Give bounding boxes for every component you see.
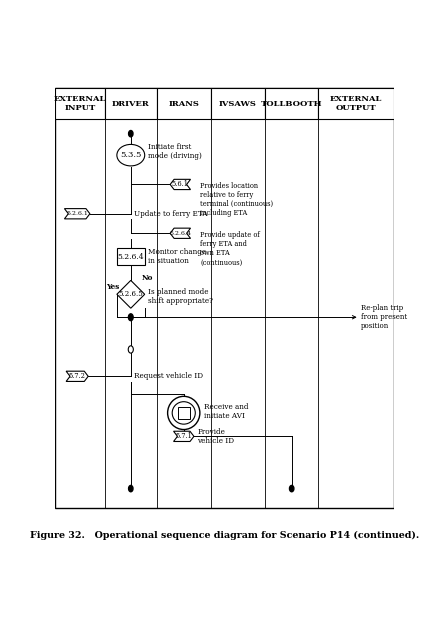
Bar	[318, 88, 394, 119]
Text: 5.7.2: 5.7.2	[69, 372, 85, 380]
Text: IVSAWS: IVSAWS	[219, 100, 257, 108]
Text: 5.2.6.5: 5.2.6.5	[118, 290, 143, 298]
Polygon shape	[66, 371, 88, 382]
Text: 5.2.6.4: 5.2.6.4	[117, 253, 144, 261]
Circle shape	[290, 486, 294, 492]
Bar	[265, 88, 318, 119]
Circle shape	[129, 131, 133, 137]
Text: 5.2.6.4: 5.2.6.4	[170, 231, 191, 236]
Text: Provide
vehicle ID: Provide vehicle ID	[197, 428, 234, 445]
Text: 5.7.1: 5.7.1	[175, 432, 192, 441]
Text: EXTERNAL
OUTPUT: EXTERNAL OUTPUT	[330, 95, 382, 112]
Ellipse shape	[172, 402, 195, 424]
Text: Figure 32.   Operational sequence diagram for Scenario P14 (continued).: Figure 32. Operational sequence diagram …	[30, 531, 419, 540]
Circle shape	[128, 346, 133, 353]
Polygon shape	[173, 431, 194, 441]
Circle shape	[129, 486, 133, 492]
Text: No: No	[141, 274, 153, 281]
Text: TOLLBOOTH: TOLLBOOTH	[261, 100, 322, 108]
Text: Update to ferry ETA: Update to ferry ETA	[134, 210, 207, 217]
Polygon shape	[64, 209, 90, 219]
Text: 5.2.6.1: 5.2.6.1	[66, 211, 88, 216]
Polygon shape	[117, 280, 145, 308]
Text: EXTERNAL
INPUT: EXTERNAL INPUT	[54, 95, 106, 112]
Ellipse shape	[117, 145, 145, 166]
Bar	[105, 88, 156, 119]
Text: Yes: Yes	[106, 283, 120, 291]
Ellipse shape	[168, 396, 200, 429]
Polygon shape	[170, 179, 191, 190]
Text: Receive and
initiate AVI: Receive and initiate AVI	[204, 403, 249, 420]
Bar	[117, 249, 145, 265]
Bar	[55, 88, 105, 119]
Text: Request vehicle ID: Request vehicle ID	[134, 372, 202, 380]
Text: Is planned mode
shift appropriate?: Is planned mode shift appropriate?	[148, 288, 213, 306]
Bar	[156, 88, 211, 119]
Text: 5.6.1: 5.6.1	[172, 181, 189, 188]
Text: IRANS: IRANS	[168, 100, 199, 108]
Text: DRIVER: DRIVER	[112, 100, 150, 108]
Bar	[55, 88, 394, 508]
Text: Re-plan trip
from present
position: Re-plan trip from present position	[361, 304, 407, 330]
Bar	[178, 406, 190, 419]
Text: Initiate first
mode (driving): Initiate first mode (driving)	[148, 143, 202, 160]
Text: Provides location
relative to ferry
terminal (continuous)
including ETA: Provides location relative to ferry term…	[200, 181, 273, 217]
Text: 5.3.5: 5.3.5	[120, 151, 141, 159]
Text: Monitor change
in situation: Monitor change in situation	[148, 248, 207, 265]
Circle shape	[128, 314, 133, 321]
Bar	[211, 88, 265, 119]
Text: Provide update of
ferry ETA and
own ETA
(continuous): Provide update of ferry ETA and own ETA …	[200, 231, 260, 266]
Polygon shape	[170, 228, 191, 238]
